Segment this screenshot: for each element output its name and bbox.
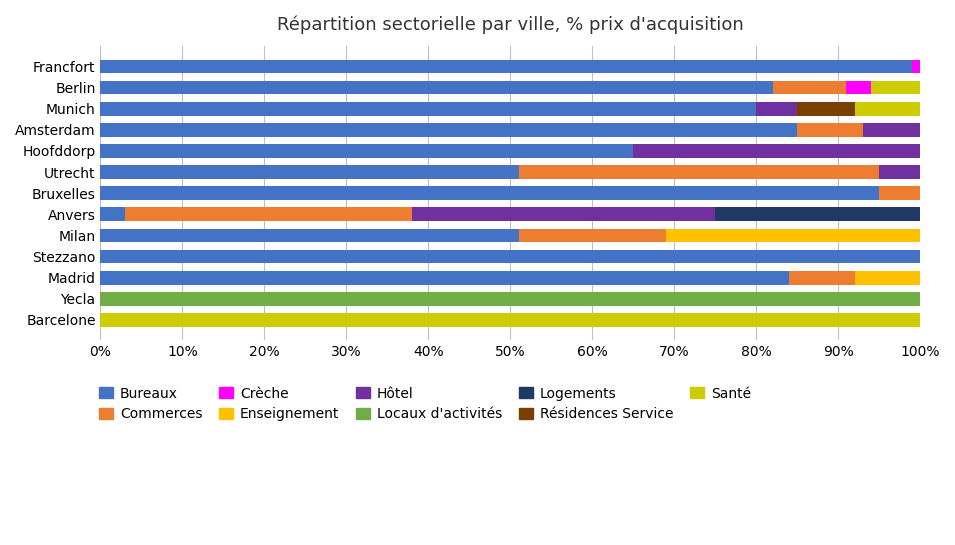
Bar [880,165,921,179]
Bar [100,292,921,306]
Bar [912,59,921,73]
Legend: Bureaux, Commerces, Crèche, Enseignement, Hôtel, Locaux d'activités, Logements, : Bureaux, Commerces, Crèche, Enseignement… [99,386,751,421]
Bar [773,81,846,94]
Bar [100,208,125,221]
Bar [789,271,855,284]
Bar [871,81,921,94]
Bar [100,271,789,284]
Bar [100,144,633,158]
Bar [667,228,921,243]
Bar [855,102,921,116]
Bar [797,123,863,137]
Bar [100,123,797,137]
Bar [100,250,921,263]
Bar [100,59,912,73]
Bar [100,165,519,179]
Bar [715,208,921,221]
Bar [519,165,880,179]
Bar [880,186,921,200]
Bar [100,102,756,116]
Bar [797,102,855,116]
Bar [756,102,797,116]
Bar [412,208,715,221]
Bar [855,271,921,284]
Title: Répartition sectorielle par ville, % prix d'acquisition: Répartition sectorielle par ville, % pri… [277,15,744,33]
Bar [633,144,921,158]
Bar [100,186,880,200]
Bar [846,81,871,94]
Bar [519,228,667,243]
Bar [100,81,773,94]
Bar [100,228,519,243]
Bar [863,123,921,137]
Bar [125,208,412,221]
Bar [100,313,921,327]
